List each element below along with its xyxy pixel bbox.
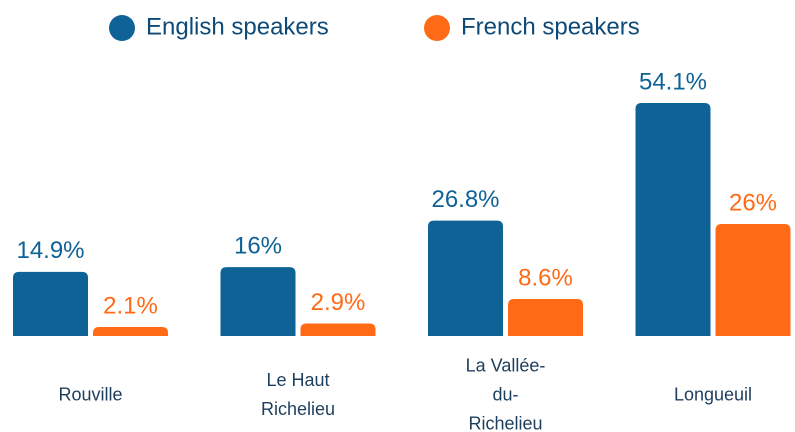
value-label: 2.1% (103, 292, 158, 319)
bar (13, 271, 88, 336)
legend-marker (109, 15, 135, 41)
bar (220, 267, 296, 336)
bar (508, 298, 583, 336)
value-label: 26% (729, 189, 777, 216)
value-label: 2.9% (311, 289, 366, 316)
bar (93, 326, 168, 336)
value-label: 16% (234, 232, 282, 259)
category-label: Rouville (58, 384, 123, 405)
legend-label: English speakers (146, 13, 329, 40)
bar (300, 323, 376, 336)
category-label: Le Haut Richelieu (260, 370, 336, 419)
category-label: Longueuil (673, 384, 753, 405)
legend-label: French speakers (461, 13, 640, 40)
category-label: La Vallée-du-Richelieu (465, 355, 546, 432)
legend-marker (424, 15, 450, 41)
value-label: 26.8% (431, 186, 499, 213)
value-label: 14.9% (16, 237, 84, 264)
bar (715, 224, 791, 336)
bar (635, 103, 711, 336)
bar (428, 220, 503, 336)
value-label: 8.6% (518, 264, 573, 291)
value-label: 54.1% (639, 68, 707, 95)
